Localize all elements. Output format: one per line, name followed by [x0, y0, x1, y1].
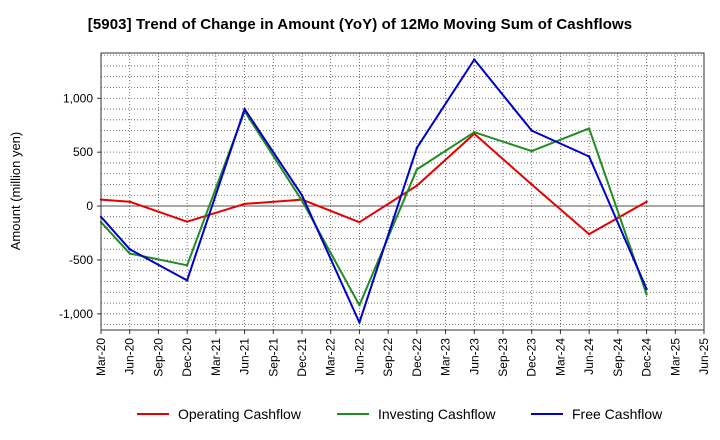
- x-tick-label: Mar-22: [324, 338, 338, 376]
- x-tick-label: Jun-21: [238, 338, 252, 375]
- x-tick-label: Mar-25: [668, 338, 682, 376]
- x-tick-label: Dec-22: [410, 338, 424, 377]
- series-layer: [99, 58, 648, 324]
- legend-label: Operating Cashflow: [178, 406, 302, 422]
- data-point: [415, 168, 419, 171]
- data-point: [243, 107, 246, 111]
- x-tick-label: Dec-21: [295, 338, 309, 377]
- legend-label: Investing Cashflow: [378, 406, 496, 422]
- y-axis-ticks: -1,000 -500 0 500 1,000: [59, 91, 101, 321]
- data-point: [358, 304, 361, 307]
- x-tick-label: Sep-24: [611, 338, 625, 377]
- y-tick-label: 1,000: [63, 91, 93, 105]
- data-point: [415, 184, 419, 187]
- data-point: [530, 149, 533, 153]
- y-tick-label: 0: [86, 199, 93, 213]
- x-tick-label: Sep-22: [381, 338, 395, 377]
- data-point: [300, 194, 304, 197]
- x-tick-label: Sep-20: [151, 338, 165, 377]
- data-point: [128, 200, 131, 203]
- data-point: [358, 221, 361, 224]
- data-point: [300, 199, 304, 202]
- x-tick-label: Dec-23: [525, 338, 539, 377]
- data-point: [185, 220, 189, 223]
- legend: Operating Cashflow Investing Cashflow Free…: [137, 406, 663, 422]
- data-point: [185, 279, 189, 282]
- plot-frame: [100, 52, 705, 331]
- x-tick-label: Sep-23: [496, 338, 510, 377]
- x-tick-label: Jun-25: [697, 338, 711, 375]
- data-point: [128, 247, 131, 251]
- data-point: [645, 200, 648, 203]
- y-tick-label: -500: [69, 253, 93, 267]
- x-tick-label: Jun-20: [123, 338, 137, 375]
- x-axis-ticks: Mar-20 Jun-20 Sep-20 Dec-20 Mar-21 Jun-21 Sep-…: [94, 330, 711, 377]
- data-point: [358, 321, 361, 324]
- y-tick-label: -1,000: [59, 307, 93, 321]
- chart-title: [5903] Trend of Change in Amount (YoY) o…: [87, 16, 633, 33]
- x-tick-label: Dec-20: [180, 338, 194, 377]
- data-point: [645, 287, 648, 291]
- data-point: [415, 146, 419, 150]
- data-point: [587, 127, 591, 130]
- data-point: [587, 155, 591, 158]
- x-tick-label: Dec-24: [640, 338, 654, 377]
- y-tick-label: 500: [73, 145, 93, 159]
- x-tick-label: Mar-21: [209, 338, 223, 376]
- x-tick-label: Sep-21: [266, 338, 280, 377]
- data-point: [473, 58, 476, 61]
- data-point: [587, 232, 591, 236]
- x-tick-label: Jun-23: [467, 338, 481, 375]
- data-point: [530, 129, 533, 132]
- data-point: [473, 131, 476, 134]
- data-point: [645, 293, 648, 296]
- data-point: [530, 183, 533, 186]
- data-point: [243, 202, 246, 206]
- data-point: [128, 252, 131, 255]
- y-axis-label: Amount (million yen): [8, 132, 23, 251]
- data-point: [185, 264, 189, 267]
- x-tick-label: Jun-22: [352, 338, 366, 375]
- x-tick-label: Mar-20: [94, 338, 108, 376]
- legend-label: Free Cashflow: [572, 406, 663, 422]
- x-tick-label: Mar-23: [439, 338, 453, 376]
- x-tick-label: Jun-24: [582, 338, 596, 375]
- x-tick-label: Mar-24: [553, 338, 567, 376]
